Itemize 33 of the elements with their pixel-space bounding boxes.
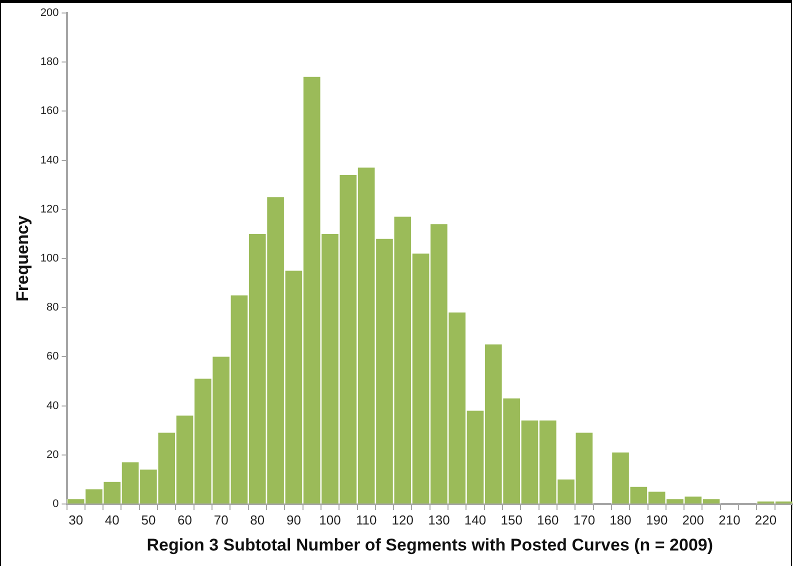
x-tick-label: 210 [718, 512, 740, 528]
x-tick-label: 170 [573, 512, 596, 528]
x-tick-label: 130 [428, 512, 450, 528]
x-tick-label: 50 [141, 512, 156, 528]
x-tick-label: 150 [500, 512, 522, 528]
x-tick-label: 140 [464, 512, 486, 528]
x-tick-label: 190 [646, 512, 668, 528]
x-tick-label: 180 [610, 512, 632, 528]
y-tick-label: 180 [40, 56, 59, 68]
x-tick-label: 80 [250, 512, 265, 528]
x-tick-label: 100 [319, 512, 341, 528]
x-tick-label: 70 [214, 512, 228, 528]
y-tick-label: 40 [46, 400, 59, 412]
x-tick-label: 30 [68, 512, 84, 528]
y-tick-label: 100 [40, 252, 59, 265]
y-tick-label: 120 [40, 203, 59, 216]
y-tick-label: 160 [40, 105, 59, 118]
x-tick-label: 40 [104, 512, 120, 528]
y-tick-label: 60 [46, 350, 59, 363]
y-tick-label: 200 [40, 7, 59, 20]
x-tick-label: 200 [682, 512, 704, 528]
y-tick-label: 80 [46, 302, 59, 314]
y-tick-label: 0 [52, 498, 59, 510]
x-axis-title: Region 3 Subtotal Number of Segments with Posted Curves (n = 2009) [146, 535, 714, 554]
y-tick-label: 20 [46, 448, 59, 461]
y-axis-title: Frequency [12, 214, 32, 302]
x-tick-label: 110 [356, 512, 377, 528]
x-tick-label: 60 [178, 512, 192, 528]
x-tick-label: 160 [537, 512, 559, 528]
x-tick-label: 220 [754, 512, 777, 528]
y-tick-label: 140 [40, 154, 59, 166]
x-tick-label: 90 [286, 512, 301, 528]
x-tick-label: 120 [392, 512, 414, 528]
